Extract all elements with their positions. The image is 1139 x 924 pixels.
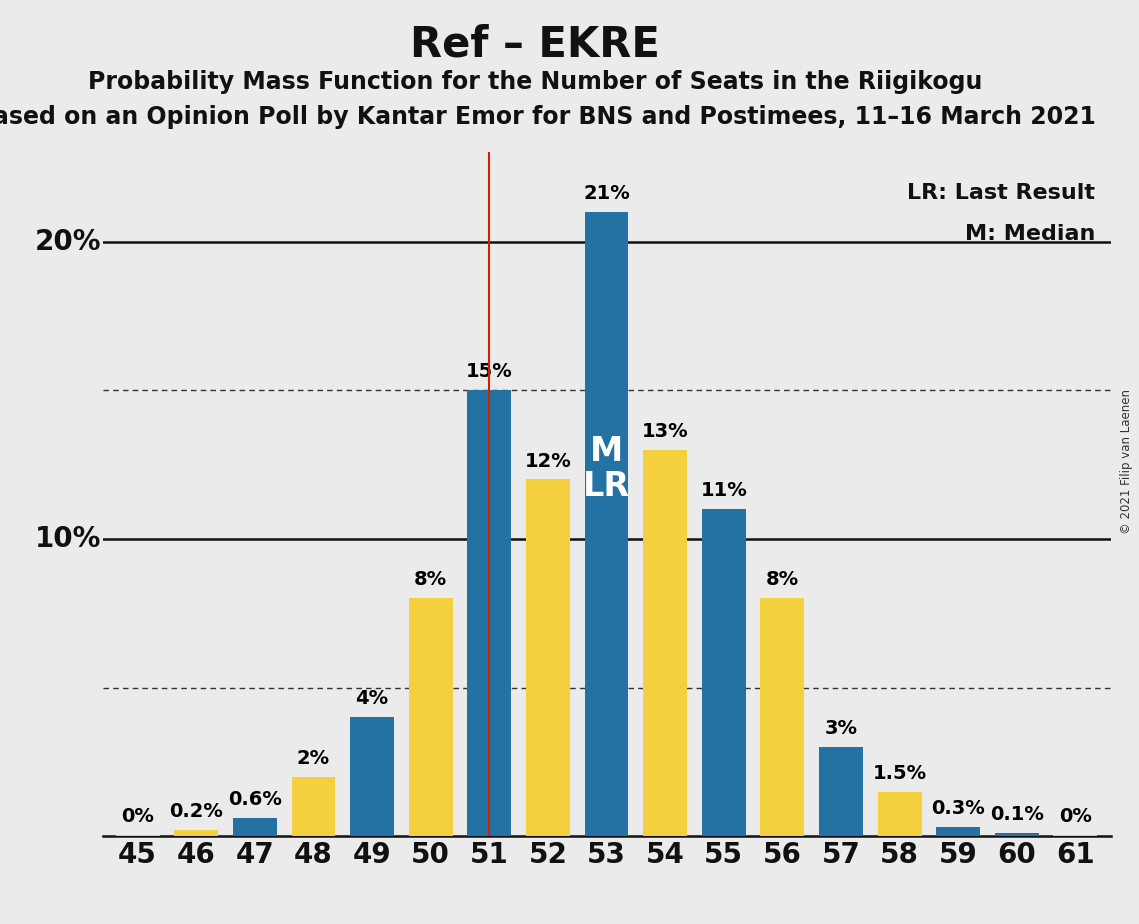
Text: 0%: 0% [121,807,154,826]
Bar [877,792,921,836]
Text: 2%: 2% [297,748,330,768]
Text: 13%: 13% [641,422,688,441]
Bar [116,834,159,836]
Bar [761,599,804,836]
Text: 11%: 11% [700,481,747,500]
Bar [467,390,511,836]
Text: 8%: 8% [765,570,798,590]
Bar [409,599,452,836]
Bar [292,777,336,836]
Bar [994,833,1039,836]
Text: Based on an Opinion Poll by Kantar Emor for BNS and Postimees, 11–16 March 2021: Based on an Opinion Poll by Kantar Emor … [0,105,1096,129]
Bar [232,819,277,836]
Text: 0.2%: 0.2% [170,802,223,821]
Text: 20%: 20% [35,227,101,256]
Text: 3%: 3% [825,719,858,738]
Text: 15%: 15% [466,362,513,382]
Text: 1.5%: 1.5% [872,764,927,783]
Text: 0.1%: 0.1% [990,806,1043,824]
Text: 0.6%: 0.6% [228,790,281,809]
Text: Probability Mass Function for the Number of Seats in the Riigikogu: Probability Mass Function for the Number… [88,70,983,94]
Bar [644,450,687,836]
Text: 10%: 10% [35,525,101,553]
Text: Ref – EKRE: Ref – EKRE [410,23,661,65]
Text: LR: Last Result: LR: Last Result [908,183,1096,203]
Text: 4%: 4% [355,689,388,709]
Text: 8%: 8% [415,570,448,590]
Bar [936,827,981,836]
Bar [819,747,863,836]
Text: 0.3%: 0.3% [932,799,985,819]
Text: 12%: 12% [525,452,572,470]
Bar [1054,834,1097,836]
Text: M: Median: M: Median [965,225,1096,244]
Bar [350,717,394,836]
Bar [174,831,219,836]
Text: 0%: 0% [1059,807,1092,826]
Bar [702,509,746,836]
Text: M
LR: M LR [583,435,630,504]
Bar [584,212,629,836]
Text: 21%: 21% [583,184,630,203]
Bar [526,480,570,836]
Text: © 2021 Filip van Laenen: © 2021 Filip van Laenen [1121,390,1133,534]
